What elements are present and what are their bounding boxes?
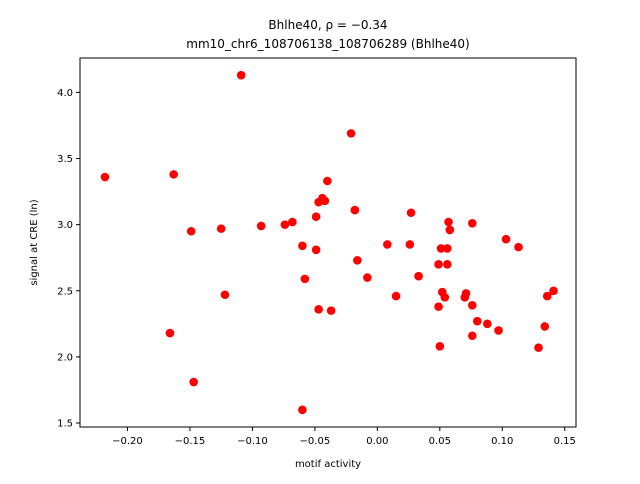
data-point [414, 271, 423, 281]
data-point [406, 208, 416, 218]
data-point [468, 331, 477, 341]
data-point [169, 170, 179, 179]
data-point [165, 328, 175, 338]
plot-frame [79, 57, 577, 428]
data-point [298, 241, 307, 251]
data-point [549, 286, 558, 296]
y-tick-label: 2.5 [57, 286, 73, 297]
data-point [311, 245, 321, 255]
data-point [383, 240, 392, 249]
data-point [445, 225, 455, 235]
data-point [436, 244, 446, 253]
data-point [444, 217, 453, 227]
data-point [434, 302, 443, 311]
data-point [440, 293, 450, 302]
data-point [353, 256, 362, 265]
x-tick-label: −0.10 [237, 436, 268, 447]
data-point [391, 291, 401, 301]
data-point [314, 304, 323, 314]
data-point [298, 405, 307, 415]
data-point [256, 221, 266, 231]
data-point [189, 377, 198, 387]
data-point [443, 260, 452, 269]
data-point [501, 234, 511, 244]
data-point [542, 291, 552, 301]
data-point [216, 224, 226, 233]
x-tick-label: 0.15 [554, 436, 576, 447]
y-tick-label: 4.0 [57, 88, 73, 99]
data-point [363, 273, 372, 282]
y-tick-label: 1.5 [57, 419, 73, 430]
x-tick-label: −0.20 [112, 436, 143, 447]
data-point [311, 212, 321, 222]
data-point [236, 70, 246, 80]
data-point [323, 176, 332, 186]
data-point [468, 301, 477, 310]
data-point [320, 196, 330, 206]
x-tick-label: 0.10 [491, 436, 513, 447]
data-point [472, 316, 482, 326]
data-point [482, 319, 492, 329]
x-tick-label: −0.05 [300, 436, 331, 447]
data-point [346, 129, 356, 138]
y-axis-label: signal at CRE (ln) [29, 199, 40, 285]
data-point [514, 242, 523, 252]
x-tick-label: 0.00 [366, 436, 388, 447]
data-point [534, 343, 543, 352]
y-tick-label: 2.0 [57, 352, 73, 363]
y-tick-label: 3.0 [57, 220, 73, 231]
data-point [435, 342, 445, 351]
chart-subtitle: mm10_chr6_108706138_108706289 (Bhlhe40) [186, 37, 469, 51]
data-point [468, 219, 477, 228]
x-tick-label: 0.05 [429, 436, 451, 447]
data-point [494, 326, 503, 335]
y-axis-ticks: 1.5 2.0 2.5 3.0 3.5 4.0 [57, 88, 80, 430]
data-point [350, 205, 360, 215]
data-point [540, 322, 550, 331]
data-point [300, 274, 310, 284]
data-point [288, 217, 297, 227]
x-axis-ticks: −0.20 −0.15 −0.10 −0.05 0.00 0.05 0.10 0.15 [112, 427, 576, 447]
data-point [186, 226, 196, 236]
data-point [461, 289, 471, 298]
data-point [220, 290, 230, 300]
data-points [100, 70, 558, 415]
data-point [326, 306, 336, 315]
data-point [434, 260, 443, 269]
y-tick-label: 3.5 [57, 154, 73, 165]
x-tick-label: −0.15 [175, 436, 206, 447]
chart-title: Bhlhe40, ρ = −0.34 [268, 18, 387, 32]
data-point [280, 220, 290, 229]
x-axis-label: motif activity [295, 459, 361, 470]
data-point [405, 240, 415, 249]
data-point [443, 244, 452, 253]
data-point [100, 172, 110, 182]
